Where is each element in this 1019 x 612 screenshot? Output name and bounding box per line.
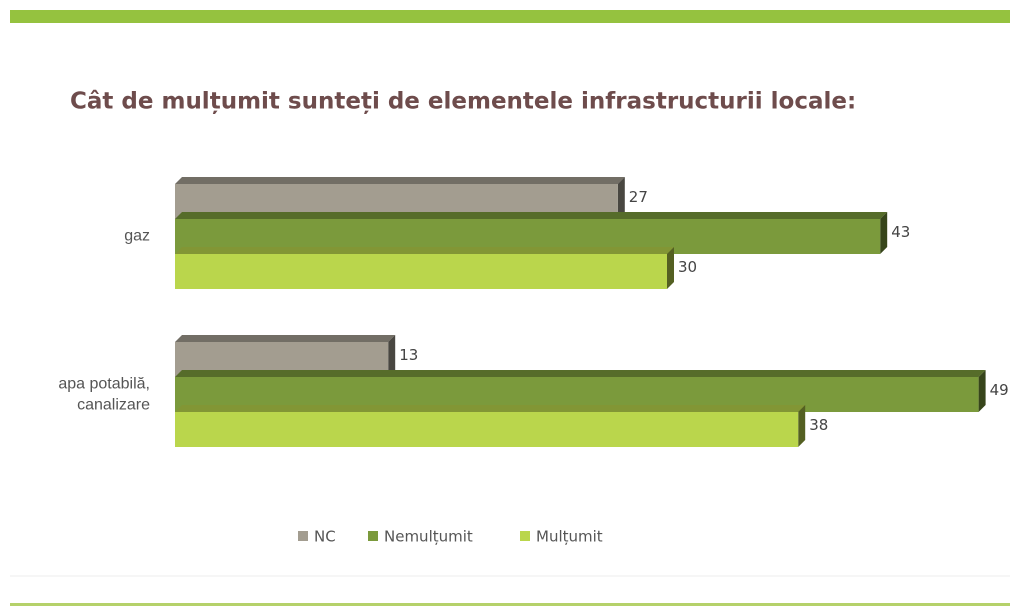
bar-top: [175, 177, 625, 184]
category-label: apa potabilă, canalizare: [58, 376, 150, 414]
bar-top: [175, 247, 674, 254]
bar-side: [880, 212, 888, 254]
bar-top: [175, 405, 806, 412]
bar-top: [175, 335, 396, 342]
bar-side: [667, 247, 674, 289]
bar-top: [175, 370, 986, 377]
legend-label: NC: [314, 528, 336, 546]
category-label: gaz: [124, 228, 150, 245]
legend-swatch: [368, 531, 378, 541]
value-label: 49: [990, 381, 1009, 399]
top-band: [10, 10, 1010, 23]
bar-side: [388, 335, 396, 377]
legend-label: Nemulțumit: [384, 528, 473, 546]
value-label: 27: [629, 188, 648, 206]
bar-side: [798, 405, 806, 447]
value-label: 38: [809, 416, 828, 434]
legend-swatch: [520, 531, 530, 541]
bar-side: [978, 370, 986, 412]
legend-label: Mulțumit: [536, 528, 603, 546]
value-label: 30: [678, 258, 697, 276]
value-label: 13: [399, 346, 418, 364]
bar: [175, 254, 667, 289]
bar-top: [175, 212, 888, 219]
bottom-band: [10, 603, 1010, 606]
value-label: 43: [891, 223, 910, 241]
legend-swatch: [298, 531, 308, 541]
chart-title: Cât de mulțumit sunteți de elementele in…: [70, 89, 856, 115]
bar-side: [617, 177, 625, 219]
bar: [175, 412, 799, 447]
